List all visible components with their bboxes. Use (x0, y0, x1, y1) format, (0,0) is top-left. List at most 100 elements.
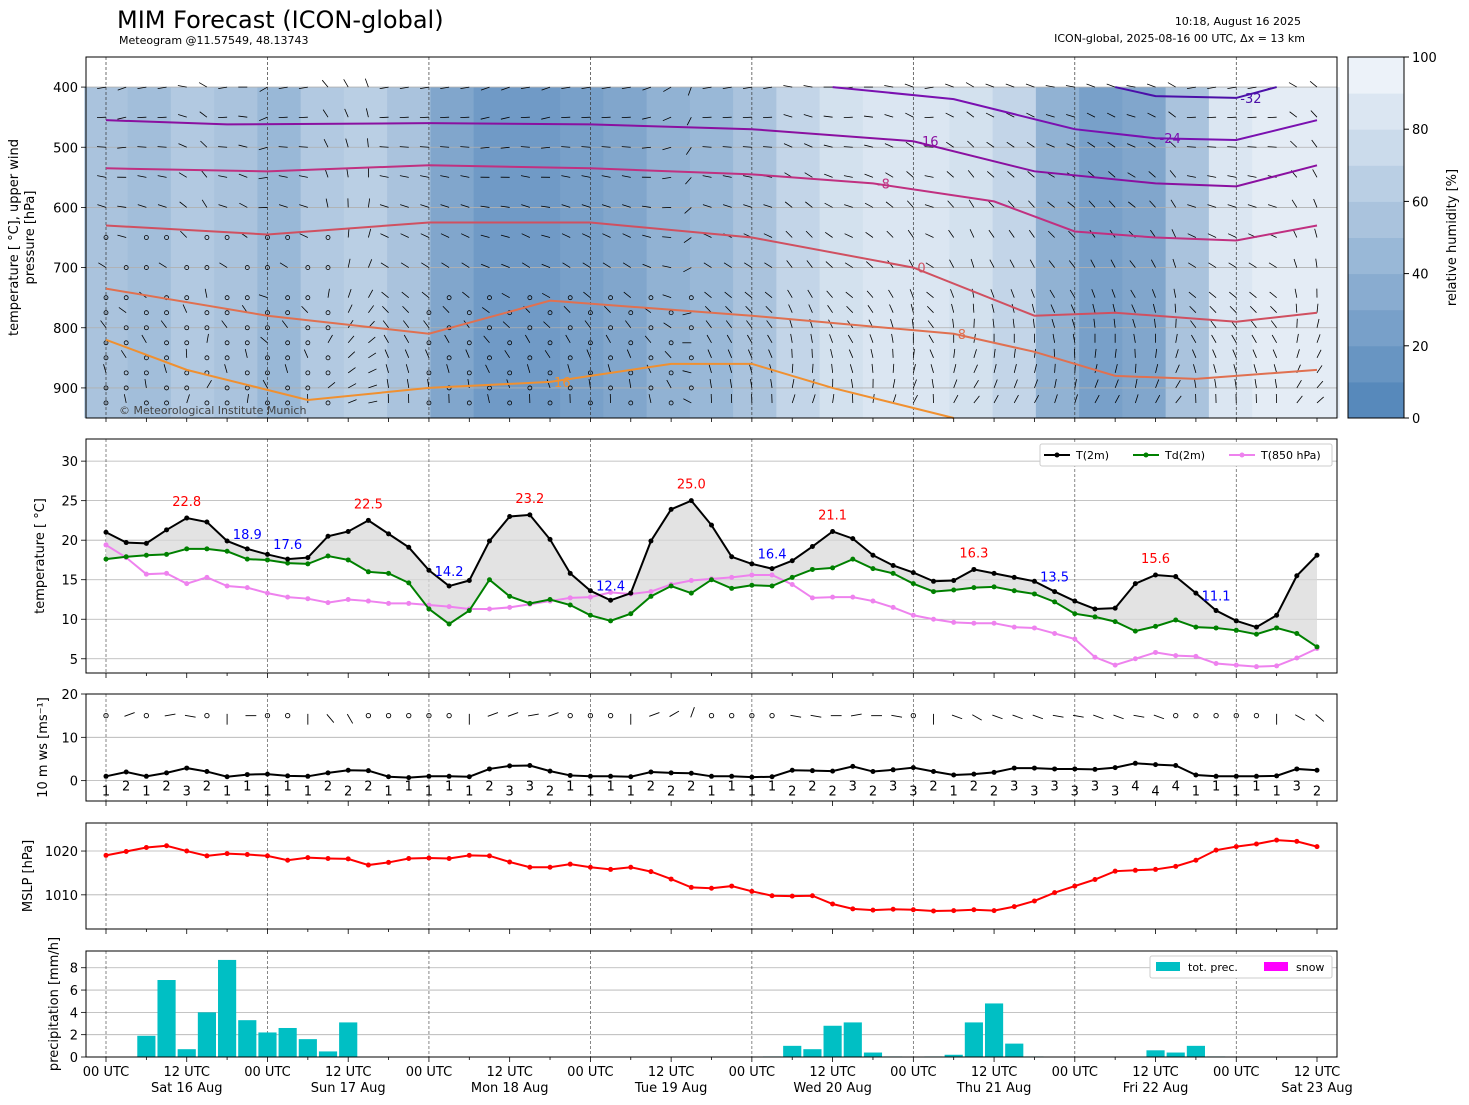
humidity-cell (516, 87, 562, 418)
wind-barb (812, 363, 814, 373)
data-point (1193, 624, 1199, 630)
data-point (1173, 653, 1179, 659)
wind-barb (365, 108, 369, 118)
calm-marker (325, 265, 331, 270)
data-point (103, 529, 109, 535)
data-point (406, 580, 412, 586)
wind-barb (567, 364, 571, 373)
wind-barb (1175, 379, 1181, 389)
calm-marker (265, 400, 270, 406)
data-point (123, 848, 129, 854)
wind-barb (924, 204, 934, 208)
y-tick-label: 4 (70, 1006, 78, 1021)
wind-barb (1031, 303, 1035, 313)
data-point (507, 604, 513, 610)
data-point (507, 593, 513, 599)
humidity-cell (1122, 87, 1167, 418)
wind-barb (541, 234, 551, 238)
wind-barb (946, 141, 954, 148)
wind-barb (988, 229, 995, 238)
wind-barb (924, 86, 934, 90)
wind-barb (742, 175, 752, 178)
data-point (1112, 619, 1118, 625)
wind-barb (912, 348, 915, 358)
precip-bar (964, 1022, 983, 1057)
wind-barb (1310, 110, 1318, 118)
data-point (789, 581, 795, 587)
wind-barb (1296, 349, 1300, 358)
humidity-cell (127, 87, 172, 418)
y-tick-label: 10 (61, 731, 78, 746)
wind-barb (804, 172, 813, 178)
wind-barb (601, 204, 611, 208)
wind-barb (826, 290, 833, 298)
wind-barb (885, 172, 894, 178)
wind-barb (368, 336, 376, 344)
wind-barb (1026, 112, 1035, 118)
data-point (406, 544, 412, 550)
wind-barb (1316, 349, 1322, 359)
wind-barb (686, 116, 692, 126)
wind-barb (702, 146, 712, 148)
wind-barb (765, 305, 773, 313)
wind-barb (178, 114, 187, 118)
wind-barb (399, 146, 409, 148)
wind-barb (642, 86, 652, 91)
wind-barb (823, 115, 833, 118)
wind-barb (1290, 140, 1298, 148)
calm-marker (305, 325, 311, 331)
wind-barb (1270, 320, 1277, 328)
calm-marker (729, 713, 735, 719)
y-tick-label: 20 (61, 688, 78, 703)
wind-barb (1032, 714, 1044, 720)
wind-barb (525, 334, 531, 343)
data-point (386, 859, 392, 865)
data-point (184, 581, 190, 587)
wind-barb (823, 144, 833, 148)
wind-barb (742, 146, 752, 148)
calm-marker (769, 713, 775, 719)
data-point (184, 848, 190, 854)
panel-border (85, 693, 1338, 802)
data-point (224, 538, 230, 544)
wind-barb (460, 175, 470, 178)
data-point (1031, 625, 1037, 631)
data-point (386, 570, 392, 576)
wind-barb (783, 114, 793, 118)
wind-barb (281, 320, 288, 328)
data-point (446, 604, 452, 610)
wind-barb (379, 146, 389, 148)
data-point (1233, 773, 1239, 779)
wind-barb (406, 378, 410, 388)
wind-barb (326, 713, 335, 723)
data-point (1011, 765, 1017, 771)
beaufort-label: 1 (586, 785, 594, 800)
wind-barb (364, 78, 369, 88)
wind-barb (480, 263, 490, 268)
data-point (527, 762, 533, 768)
data-point (1052, 630, 1058, 636)
wind-barb (1296, 379, 1302, 389)
wind-barb (120, 350, 127, 359)
calm-marker (285, 340, 291, 346)
wind-barb (323, 138, 329, 148)
data-point (547, 768, 553, 774)
wind-barb (1126, 85, 1136, 88)
data-point (426, 855, 432, 861)
wind-barb (178, 143, 187, 148)
wind-barb (521, 204, 530, 208)
wind-barb (1291, 199, 1298, 208)
calm-marker (688, 385, 694, 391)
wind-barb (707, 349, 712, 358)
wind-barb (460, 146, 470, 148)
wind-barb (992, 318, 995, 328)
humidity-cell (733, 87, 778, 418)
data-point (527, 864, 533, 870)
wind-barb (786, 260, 793, 268)
wind-barb (926, 291, 934, 298)
calm-marker (708, 713, 715, 719)
calm-marker (466, 310, 472, 316)
wind-barb (685, 177, 692, 185)
wind-barb (179, 201, 187, 208)
wind-barb (763, 146, 773, 148)
